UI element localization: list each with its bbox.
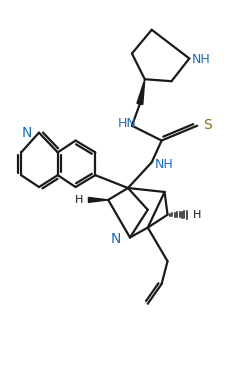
Text: H: H [192, 210, 201, 220]
Text: NH: NH [154, 158, 173, 171]
Text: S: S [202, 118, 211, 132]
Text: N: N [22, 126, 32, 139]
Text: NH: NH [191, 53, 210, 66]
Polygon shape [136, 79, 144, 104]
Text: HN: HN [117, 117, 136, 130]
Polygon shape [88, 198, 108, 203]
Text: N: N [110, 233, 121, 247]
Text: H: H [75, 195, 83, 205]
